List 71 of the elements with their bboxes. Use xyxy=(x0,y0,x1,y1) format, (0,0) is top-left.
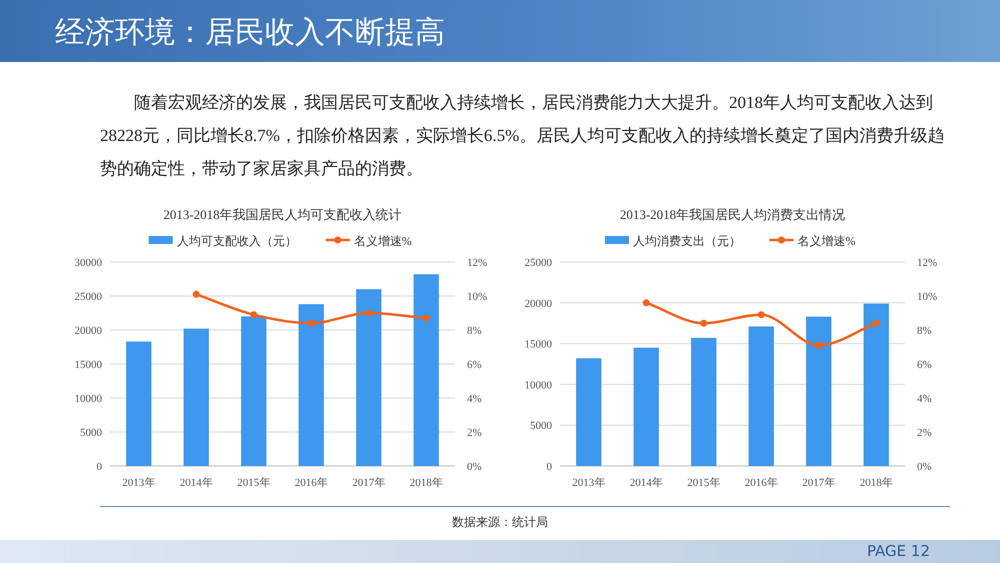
bar xyxy=(576,358,602,466)
y-tick-label: 0 xyxy=(96,461,102,473)
x-tick-label: 2017年 xyxy=(352,477,386,489)
legend-label: 人均消费支出（元） xyxy=(633,234,741,248)
y2-tick-label: 10% xyxy=(917,291,938,303)
point xyxy=(308,320,315,327)
bar xyxy=(356,289,382,466)
y2-tick-label: 0% xyxy=(917,461,932,473)
point xyxy=(422,314,430,322)
bar xyxy=(298,304,324,466)
y2-tick-label: 0% xyxy=(467,461,482,473)
chart-title: 2013-2018年我国居民人均消费支出情况 xyxy=(620,207,846,222)
bar xyxy=(864,304,889,466)
y2-tick-label: 8% xyxy=(467,325,482,337)
x-tick-label: 2013年 xyxy=(572,477,606,489)
y-tick-label: 20000 xyxy=(74,325,102,337)
y2-tick-label: 2% xyxy=(917,427,932,439)
point xyxy=(758,311,765,318)
y-tick-label: 30000 xyxy=(74,257,102,269)
y-tick-label: 20000 xyxy=(524,298,552,310)
x-tick-label: 2017年 xyxy=(802,477,836,489)
point xyxy=(250,311,258,318)
x-tick-label: 2015年 xyxy=(687,477,720,489)
bar xyxy=(634,348,659,466)
y2-tick-label: 12% xyxy=(917,257,938,269)
text: PAGE 12 xyxy=(866,542,930,560)
x-tick-label: 2015年 xyxy=(237,477,270,489)
bar xyxy=(126,342,152,466)
y-tick-label: 15000 xyxy=(74,359,102,371)
x-tick-label: 2014年 xyxy=(180,477,213,489)
x-tick-label: 2016年 xyxy=(744,477,778,489)
y-tick-label: 25000 xyxy=(74,291,102,303)
legend-label: 名义增速% xyxy=(798,234,856,248)
point xyxy=(192,290,200,298)
y2-tick-label: 8% xyxy=(917,325,932,337)
y-tick-label: 15000 xyxy=(524,338,552,351)
y2-tick-label: 4% xyxy=(467,393,482,405)
bar xyxy=(691,338,716,466)
legend-label: 名义增速% xyxy=(354,234,412,248)
y-tick-label: 10000 xyxy=(74,393,102,405)
y2-tick-label: 10% xyxy=(467,291,488,303)
x-tick-label: 2013年 xyxy=(122,477,156,489)
chart-title: 2013-2018年我国居民人均可支配收入统计 xyxy=(163,207,402,222)
x-tick-label: 2016年 xyxy=(294,477,328,489)
point xyxy=(365,310,372,316)
y-tick-label: 0 xyxy=(546,461,552,473)
legend-label: 人均可支配收入（元） xyxy=(176,234,297,248)
point xyxy=(815,342,822,349)
y-tick-label: 10000 xyxy=(524,379,552,392)
y-tick-label: 5000 xyxy=(530,420,552,432)
y-tick-label: 25000 xyxy=(524,257,552,269)
bar xyxy=(184,328,209,466)
bar xyxy=(748,326,774,466)
y2-tick-label: 2% xyxy=(467,427,482,439)
point xyxy=(700,320,708,327)
y2-tick-label: 12% xyxy=(467,257,488,269)
y2-tick-label: 6% xyxy=(467,359,482,371)
bar xyxy=(241,316,266,466)
y-tick-label: 5000 xyxy=(80,427,102,439)
x-tick-label: 2018年 xyxy=(860,477,893,489)
x-tick-label: 2018年 xyxy=(410,477,443,489)
x-tick-label: 2014年 xyxy=(630,477,663,489)
source-note: 数据来源：统计局 xyxy=(451,514,549,531)
bar xyxy=(806,316,832,466)
bar xyxy=(414,274,439,466)
point xyxy=(872,320,880,327)
text: 经济环境：居民收入不断提高 xyxy=(55,14,445,52)
text: 随着宏观经济的发展，我国居民可支配收入持续增长，居民消费能力大大提升。2018年人均可支配收入达到28228元，同比增长8.7%，扣除价格因素，实际增长6.5%。居民人均可支配收入的持续增长奠定了国内消费升级趋势的确定性，带动了家居家具产品的消费。 xyxy=(100,92,946,180)
y2-tick-label: 6% xyxy=(917,359,932,371)
y2-tick-label: 4% xyxy=(917,393,932,405)
point xyxy=(642,299,650,306)
